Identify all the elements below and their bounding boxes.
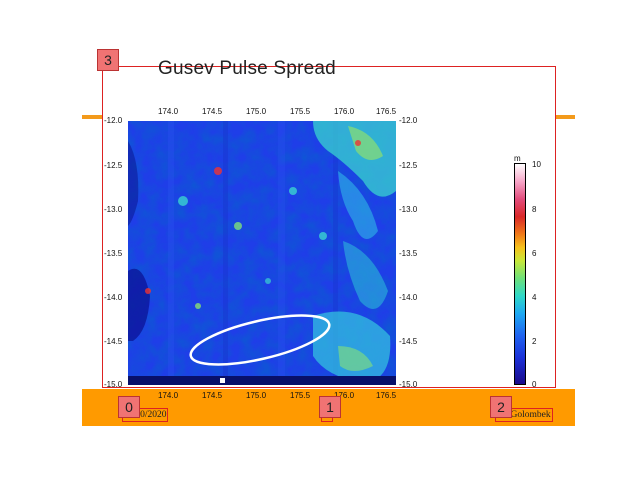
- y-tick-left: -14.5: [104, 337, 123, 346]
- y-tick-right: -15.0: [399, 380, 418, 389]
- x-tick-bottom: 176.5: [376, 391, 397, 400]
- colorbar-tick: 10: [532, 160, 541, 169]
- y-tick-right: -12.0: [399, 116, 418, 125]
- y-tick-right: -14.0: [399, 293, 418, 302]
- marker-2: 2: [490, 396, 512, 418]
- x-tick-top: 174.0: [158, 107, 179, 116]
- colorbar-tick: 4: [532, 293, 537, 302]
- colorbar-tick: 2: [532, 337, 537, 346]
- y-tick-left: -14.0: [104, 293, 123, 302]
- y-tick-left: -12.0: [104, 116, 123, 125]
- y-tick-left: -15.0: [104, 380, 123, 389]
- x-tick-bottom: 174.0: [158, 391, 179, 400]
- x-tick-top: 174.5: [202, 107, 223, 116]
- pulse-spread-map-image: [128, 121, 396, 385]
- colorbar: [514, 163, 526, 385]
- marker-1: 1: [319, 396, 341, 418]
- slide-title: Gusev Pulse Spread: [158, 58, 336, 79]
- colorbar-tick: 6: [532, 249, 537, 258]
- y-tick-right: -14.5: [399, 337, 418, 346]
- x-tick-top: 176.5: [376, 107, 397, 116]
- y-tick-left: -13.0: [104, 205, 123, 214]
- x-tick-top: 175.5: [290, 107, 311, 116]
- x-tick-top: 176.0: [334, 107, 355, 116]
- marker-3: 3: [97, 49, 119, 71]
- y-tick-right: -13.5: [399, 249, 418, 258]
- y-tick-right: -13.0: [399, 205, 418, 214]
- x-tick-bottom: 175.0: [246, 391, 267, 400]
- marker-0: 0: [118, 396, 140, 418]
- x-tick-bottom: 176.0: [334, 391, 355, 400]
- y-tick-left: -13.5: [104, 249, 123, 258]
- y-tick-right: -12.5: [399, 161, 418, 170]
- x-tick-bottom: 174.5: [202, 391, 223, 400]
- x-tick-bottom: 175.5: [290, 391, 311, 400]
- colorbar-unit: m: [514, 154, 521, 163]
- x-tick-top: 175.0: [246, 107, 267, 116]
- colorbar-tick: 0: [532, 380, 537, 389]
- colorbar-tick: 8: [532, 205, 537, 214]
- y-tick-left: -12.5: [104, 161, 123, 170]
